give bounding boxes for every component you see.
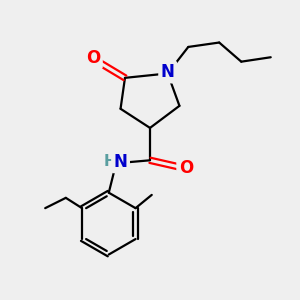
Text: O: O [86,49,100,67]
Text: N: N [114,153,128,171]
Text: H: H [103,154,116,169]
Text: N: N [161,63,175,81]
Text: O: O [179,159,193,177]
